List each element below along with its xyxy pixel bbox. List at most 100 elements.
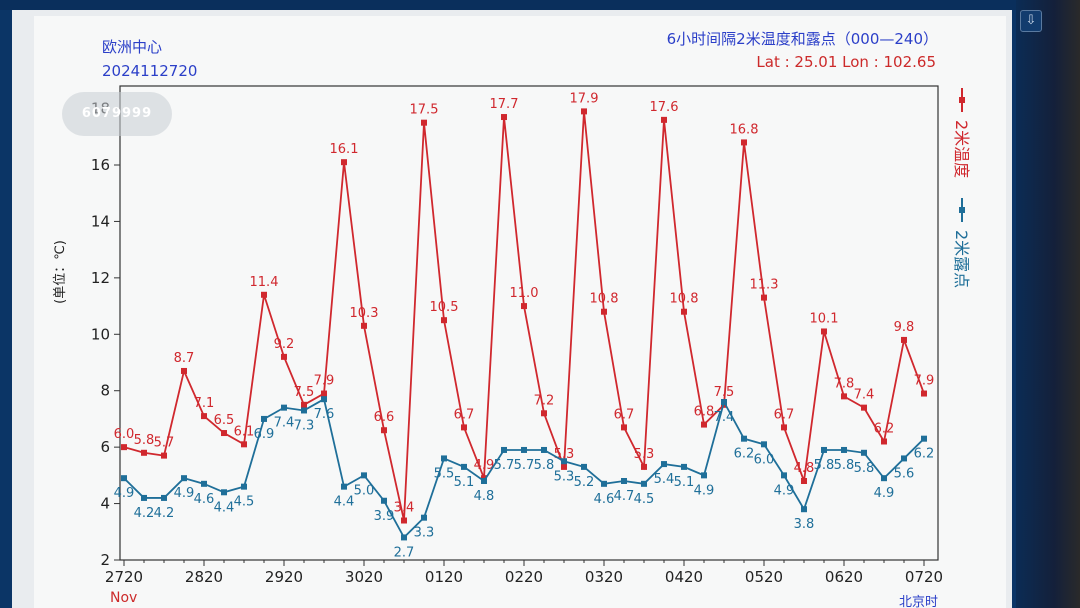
dew-data-label: 5.2 [574,475,595,490]
temp-point [221,430,227,437]
dew-data-label: 5.1 [674,475,695,490]
dew-point [821,446,827,453]
y-tick-label: 14 [91,212,110,230]
plot-area [119,85,939,561]
temp-data-label: 7.1 [194,396,215,411]
dew-data-label: 2.7 [394,545,415,560]
dew-data-label: 4.9 [114,486,135,501]
y-axis-label: (单位：℃) [53,240,68,304]
dew-point [441,455,447,462]
dew-point [121,475,127,482]
y-tick-label: 6 [100,438,110,456]
temp-data-label: 6.0 [114,427,135,442]
dew-data-label: 4.9 [874,486,895,501]
temp-data-label: 11.0 [510,286,539,301]
dew-point [201,480,207,487]
dew-point [421,514,427,521]
dew-point [281,404,287,411]
legend-marker [959,207,965,213]
temp-data-label: 17.6 [650,100,679,115]
x-tick-label: 2820 [185,568,223,586]
dew-point [241,483,247,490]
dew-data-label: 4.2 [154,506,175,521]
dew-data-label: 6.2 [734,447,755,462]
temp-data-label: 17.7 [490,97,519,112]
y-tick-label: 16 [91,156,110,174]
temp-data-label: 5.3 [634,447,655,462]
temp-point [321,390,327,397]
temp-data-label: 7.5 [294,385,315,400]
source-label: 欧洲中心 [102,38,162,56]
dew-data-label: 4.5 [634,492,655,507]
temp-point [301,401,307,408]
dew-data-label: 5.8 [534,458,555,473]
legend-marker [959,97,965,103]
x-tick-label: 3020 [345,568,383,586]
dew-data-label: 7.4 [714,410,735,425]
temp-point [181,367,187,374]
dew-data-label: 4.6 [194,492,215,507]
dew-point [161,494,167,501]
dew-data-label: 4.7 [614,489,635,504]
temp-data-label: 5.7 [154,436,175,451]
dew-data-label: 7.3 [294,418,315,433]
x-tick-label: 0220 [505,568,543,586]
x-unit-label: 北京时 [899,595,938,608]
temp-point [141,449,147,456]
temp-point [521,303,527,310]
dew-point [921,435,927,442]
dew-point [701,472,707,479]
dew-point [581,463,587,470]
temp-data-label: 6.6 [374,410,395,425]
dew-data-label: 4.9 [174,486,195,501]
temp-point [381,427,387,434]
dew-point [601,480,607,487]
temp-data-label: 17.5 [410,103,439,118]
temp-point [781,424,787,431]
temp-data-label: 10.8 [590,292,619,307]
dew-data-label: 3.8 [794,517,815,532]
temp-data-label: 4.9 [474,458,495,473]
temp-data-label: 5.8 [134,433,155,448]
temp-point [281,353,287,360]
dew-point [481,478,487,484]
dew-data-label: 5.8 [834,458,855,473]
dew-point [541,446,547,453]
dew-data-label: 4.4 [334,495,355,510]
temp-point [541,410,547,417]
temp-point [501,114,507,121]
temp-point [201,413,207,420]
dew-data-label: 6.2 [914,447,935,462]
dew-data-label: 6.9 [254,427,275,442]
download-icon[interactable]: ⇩ [1020,10,1042,32]
dew-data-label: 4.2 [134,506,155,521]
temp-data-label: 6.2 [874,422,895,437]
dew-point [721,399,727,405]
dew-point [341,483,347,490]
temp-point [461,424,467,431]
dew-data-label: 5.8 [854,461,875,476]
dew-point [841,446,847,453]
temp-point [121,444,127,451]
dew-point [641,480,647,487]
temp-point [901,336,907,343]
dew-data-label: 4.6 [594,492,615,507]
temp-point [341,159,347,166]
temp-data-label: 9.2 [274,337,295,352]
run-time-label: 2024112720 [102,62,197,80]
temp-data-label: 16.8 [730,122,759,137]
dew-point [361,472,367,479]
chart-title: 6小时间隔2米温度和露点（000—240） [667,30,938,48]
dew-point [901,455,907,462]
temp-data-label: 11.4 [250,275,279,290]
dew-data-label: 5.0 [354,483,375,498]
temp-data-label: 6.8 [694,405,715,420]
temp-point [581,108,587,115]
temp-data-label: 10.8 [670,292,699,307]
dew-point [321,396,327,403]
dew-point [681,463,687,470]
dew-point [501,446,507,453]
temp-point [881,438,887,445]
temp-data-label: 6.7 [614,407,635,422]
top-strip [0,0,1080,10]
